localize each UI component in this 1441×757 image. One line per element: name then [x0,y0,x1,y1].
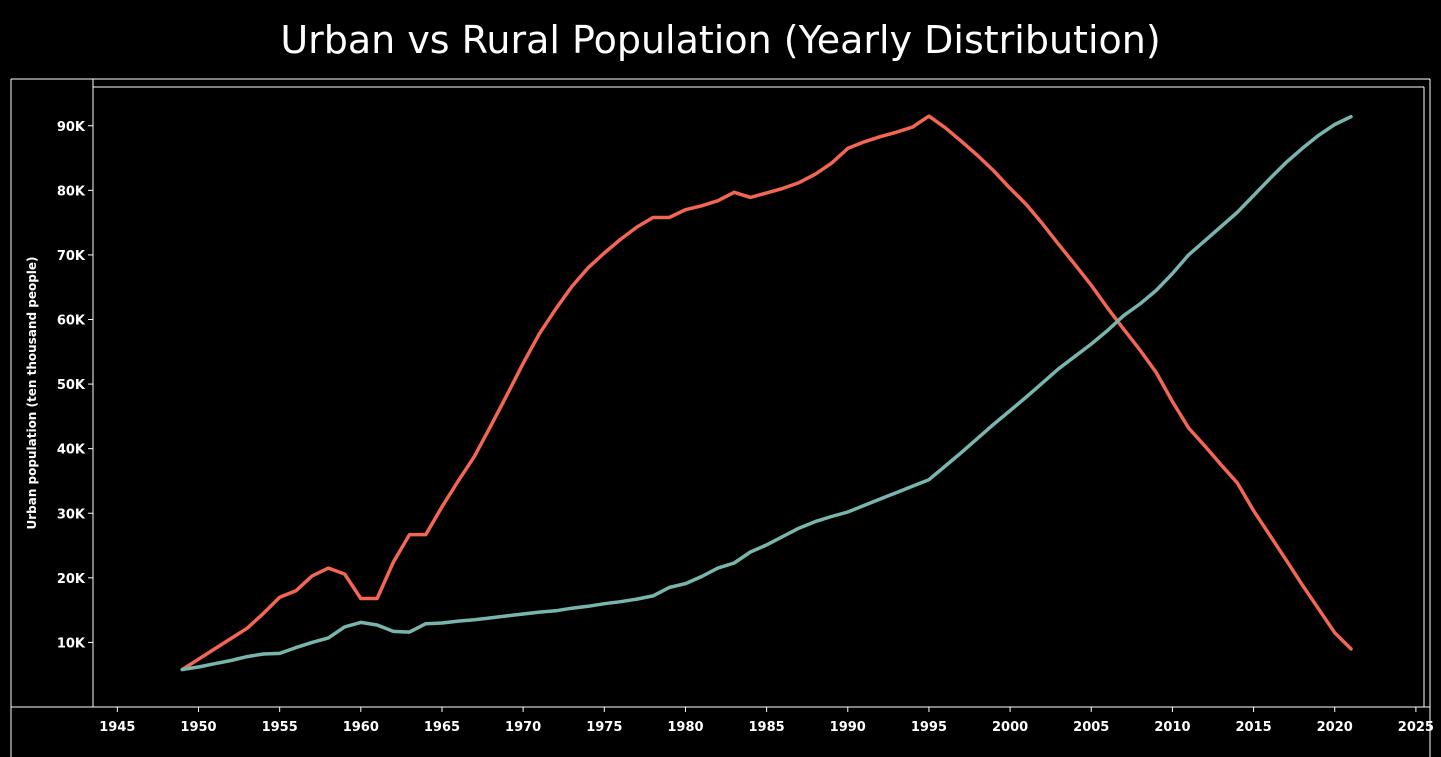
x-tick-label: 1965 [424,720,460,735]
y-tick-label: 60K [57,314,86,329]
x-tick-label: 1980 [667,720,703,735]
y-axis-ticks: 10K 20K 30K 40K 50K 60K 70K 80K 90K [57,120,93,651]
x-tick-label: 1955 [262,720,298,735]
x-tick-label: 1975 [586,720,622,735]
x-tick-label: 2000 [992,720,1028,735]
series-group [180,114,1353,672]
x-tick-label: 2010 [1154,720,1190,735]
x-tick-label: 2005 [1073,720,1109,735]
x-tick-label: 1960 [343,720,379,735]
y-axis-title: Urban population (ten thousand people) [25,256,39,529]
y-tick-label: 20K [57,572,86,587]
x-tick-label: 1945 [99,720,135,735]
x-tick-label: 2020 [1317,720,1353,735]
series-line-2 [180,114,1353,672]
y-tick-label: 30K [57,507,86,522]
y-tick-label: 80K [57,184,86,199]
x-tick-label: 1995 [911,720,947,735]
x-tick-label: 2025 [1398,720,1434,735]
y-tick-label: 40K [57,443,86,458]
series-line-1 [180,114,1353,672]
x-axis-ticks: 1945 1950 1955 1960 1965 1970 1975 1980 1985 1990… [99,707,1434,735]
y-tick-label: 10K [57,636,86,651]
x-tick-label: 1990 [830,720,866,735]
x-tick-label: 1985 [749,720,785,735]
y-tick-label: 90K [57,120,86,135]
y-tick-label: 70K [57,249,86,264]
x-tick-label: 2015 [1235,720,1271,735]
chart-title: Urban vs Rural Population (Yearly Distri… [280,18,1161,62]
y-tick-label: 50K [57,378,86,393]
x-tick-label: 1970 [505,720,541,735]
x-tick-label: 1950 [180,720,216,735]
